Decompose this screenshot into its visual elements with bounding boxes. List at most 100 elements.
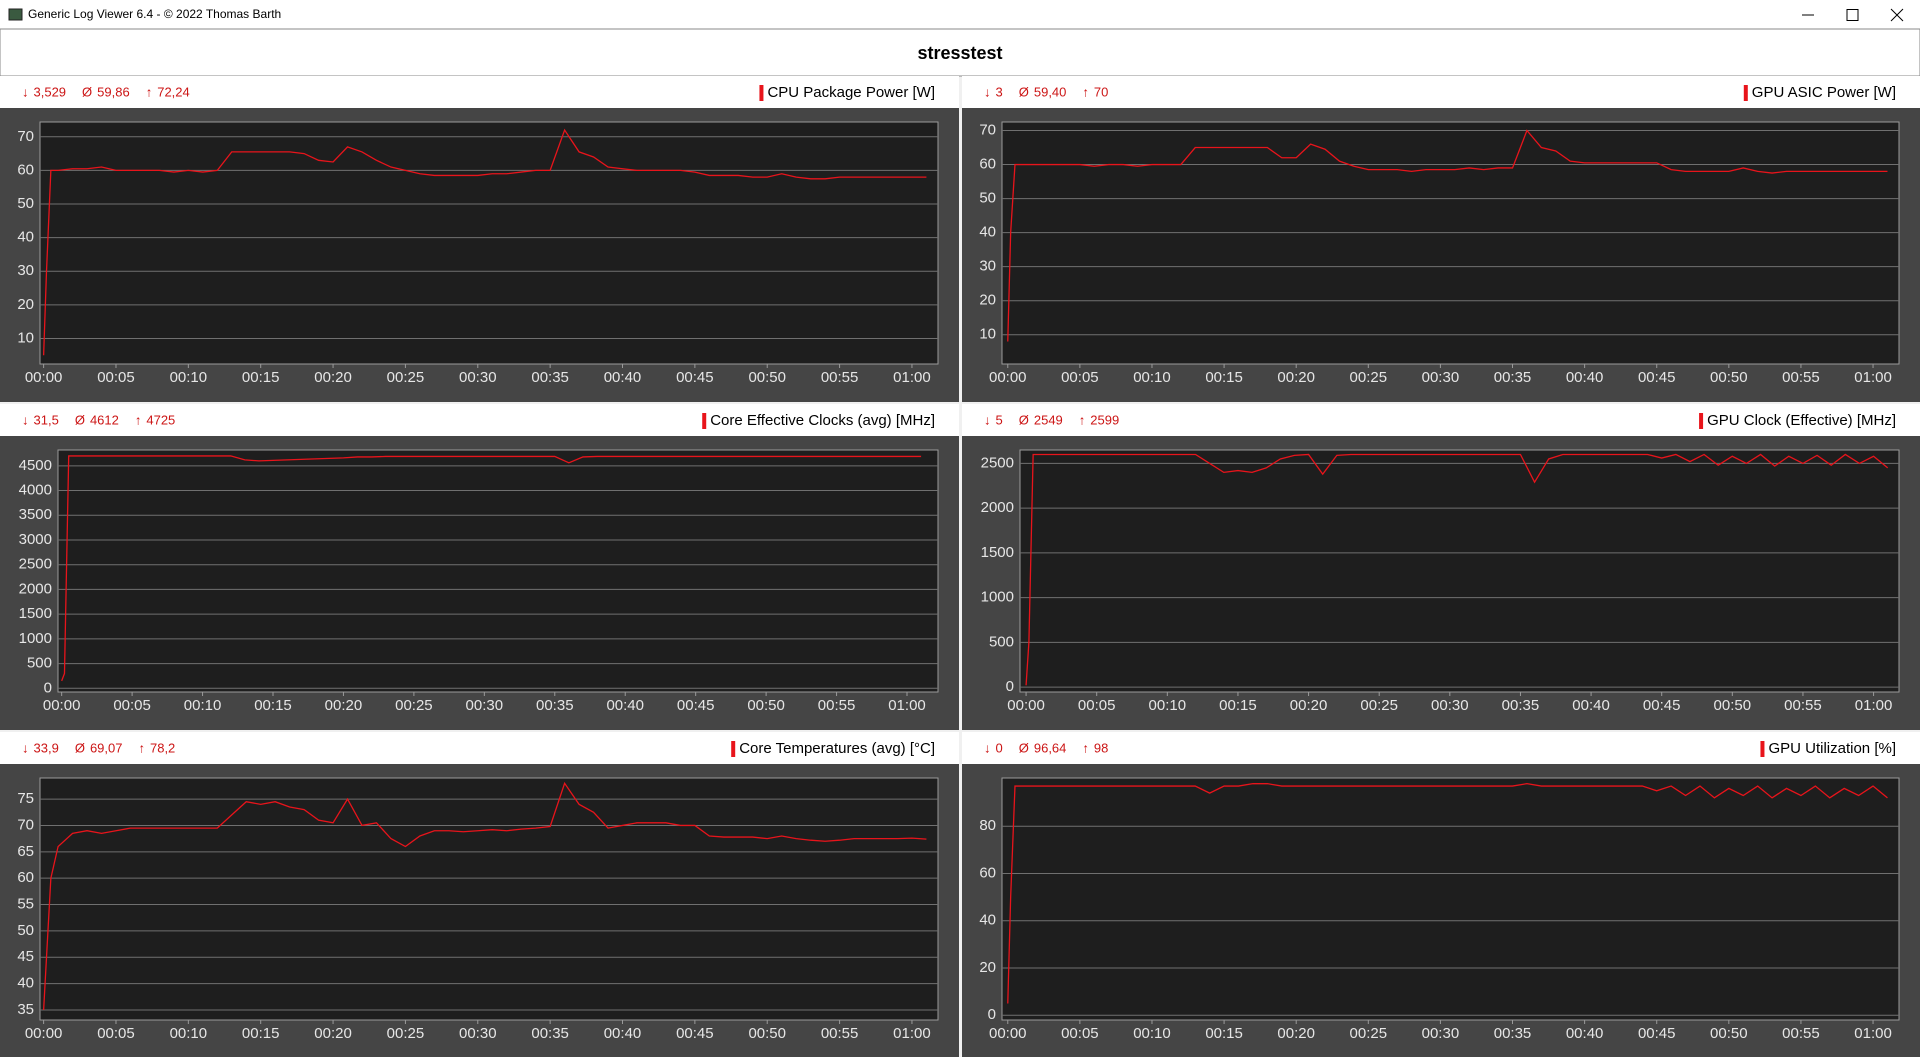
maximize-button[interactable]	[1846, 9, 1859, 21]
x-tick-label: 00:10	[184, 697, 222, 714]
y-tick-label: 40	[17, 229, 34, 246]
x-tick-label: 00:45	[1643, 697, 1681, 714]
x-tick-label: 00:40	[604, 369, 642, 386]
x-tick-label: 00:10	[170, 1025, 208, 1042]
x-tick-label: 00:30	[459, 1025, 497, 1042]
stat-value: 70	[1094, 84, 1108, 99]
close-button[interactable]	[1890, 8, 1904, 22]
x-tick-label: 00:35	[1494, 1025, 1532, 1042]
stat-symbol: ↓	[984, 84, 991, 99]
y-tick-label: 500	[989, 633, 1014, 650]
x-tick-label: 00:50	[748, 369, 786, 386]
x-tick-label: 01:00	[893, 1025, 931, 1042]
panel-header	[962, 732, 1920, 764]
panel-header	[962, 76, 1920, 108]
y-tick-label: 3000	[19, 531, 52, 548]
stat-symbol: ↑	[1082, 740, 1089, 755]
plot-area	[1001, 777, 1900, 1021]
y-tick-label: 0	[1006, 678, 1014, 695]
x-tick-label: 00:00	[25, 369, 63, 386]
y-tick-label: 70	[17, 816, 34, 833]
x-tick-label: 00:00	[989, 369, 1027, 386]
x-tick-label: 00:35	[1502, 697, 1540, 714]
x-tick-label: 00:05	[97, 369, 135, 386]
stat-symbol: ↓	[22, 740, 29, 755]
y-tick-label: 50	[17, 195, 34, 212]
legend-label: Core Effective Clocks (avg) [MHz]	[710, 412, 935, 429]
header-band	[0, 28, 1920, 77]
x-tick-label: 00:40	[1566, 369, 1604, 386]
x-tick-label: 00:25	[1360, 697, 1398, 714]
y-tick-label: 65	[17, 843, 34, 860]
x-tick-label: 00:20	[314, 1025, 352, 1042]
legend-swatch	[1760, 741, 1765, 757]
x-tick-label: 00:50	[1714, 697, 1752, 714]
legend-swatch	[1743, 85, 1748, 101]
y-tick-label: 60	[17, 869, 34, 886]
stat-value: 78,2	[150, 740, 175, 755]
stat-value: 31,5	[34, 412, 59, 427]
stat-value: 2599	[1090, 412, 1119, 427]
x-tick-label: 00:50	[1710, 369, 1748, 386]
legend-label: GPU ASIC Power [W]	[1752, 84, 1896, 101]
stat-value: 5	[996, 412, 1003, 427]
chart-panel: ↓ 5 Ø 2549 ↑ 2599 GPU Clock (Effective) [MHz] 0…	[962, 404, 1920, 730]
chart-panel: ↓ 3,529 Ø 59,86 ↑ 72,24 CPU Package Power [W] 1…	[0, 76, 959, 402]
y-tick-label: 70	[17, 128, 34, 145]
stat-value: 4612	[90, 412, 119, 427]
window-title: Generic Log Viewer 6.4 - © 2022 Thomas B…	[28, 7, 281, 21]
plot-area	[1001, 121, 1900, 365]
data-line	[42, 781, 927, 1011]
x-tick-label: 00:45	[676, 1025, 714, 1042]
x-tick-label: 00:55	[1782, 1025, 1820, 1042]
panel-header	[0, 732, 959, 764]
y-tick-label: 20	[17, 296, 34, 313]
x-tick-label: 00:15	[1219, 697, 1257, 714]
y-tick-label: 30	[979, 258, 996, 275]
y-tick-label: 40	[17, 975, 34, 992]
stat-symbol: ↑	[135, 412, 142, 427]
x-tick-label: 00:00	[25, 1025, 63, 1042]
x-tick-label: 00:25	[387, 1025, 425, 1042]
x-tick-label: 00:10	[1133, 369, 1171, 386]
y-tick-label: 80	[979, 817, 996, 834]
data-line	[1007, 783, 1888, 1004]
y-tick-label: 20	[979, 959, 996, 976]
x-tick-label: 00:20	[314, 369, 352, 386]
x-tick-label: 01:00	[893, 369, 931, 386]
x-tick-label: 00:20	[1290, 697, 1328, 714]
stat-value: 69,07	[90, 740, 123, 755]
panel-header	[0, 76, 959, 108]
x-tick-label: 00:10	[170, 369, 208, 386]
panel-header	[0, 404, 959, 436]
y-tick-label: 35	[17, 1001, 34, 1018]
x-tick-label: 00:10	[1133, 1025, 1171, 1042]
y-tick-label: 500	[27, 655, 52, 672]
legend-swatch	[759, 85, 764, 101]
x-tick-label: 00:20	[1277, 369, 1315, 386]
x-tick-label: 00:05	[113, 697, 151, 714]
x-tick-label: 00:05	[1061, 1025, 1099, 1042]
legend-label: GPU Clock (Effective) [MHz]	[1707, 412, 1896, 429]
x-tick-label: 00:35	[531, 1025, 569, 1042]
y-tick-label: 1500	[19, 605, 52, 622]
page-title: stresstest	[917, 43, 1002, 63]
x-tick-label: 00:35	[531, 369, 569, 386]
x-tick-label: 00:30	[1422, 1025, 1460, 1042]
x-tick-label: 00:05	[1078, 697, 1116, 714]
y-tick-label: 1000	[981, 589, 1014, 606]
x-tick-label: 00:15	[1205, 1025, 1243, 1042]
x-tick-label: 00:35	[1494, 369, 1532, 386]
stat-symbol: Ø	[82, 84, 92, 99]
x-tick-label: 00:30	[1422, 369, 1460, 386]
y-tick-label: 2500	[981, 454, 1014, 471]
x-tick-label: 00:05	[1061, 369, 1099, 386]
x-tick-label: 00:00	[1007, 697, 1045, 714]
x-tick-label: 00:30	[1431, 697, 1469, 714]
x-tick-label: 00:25	[1350, 1025, 1388, 1042]
x-tick-label: 00:25	[1350, 369, 1388, 386]
plot-area	[39, 777, 939, 1021]
stat-symbol: Ø	[75, 412, 85, 427]
y-tick-label: 45	[17, 948, 34, 965]
